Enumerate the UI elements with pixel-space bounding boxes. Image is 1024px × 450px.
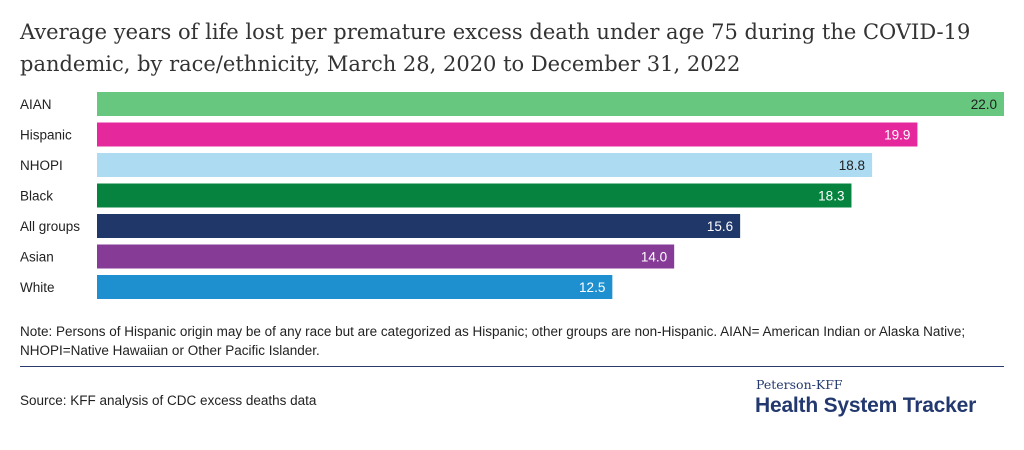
bar [97,275,613,299]
data-label: 18.8 [839,158,865,173]
data-label: 12.5 [579,280,605,295]
data-label: 15.6 [707,219,733,234]
category-label: AIAN [20,97,52,112]
data-label: 18.3 [818,189,844,204]
bar [97,92,1004,116]
category-label: NHOPI [20,158,63,173]
category-label: Asian [20,250,54,265]
chart-source: Source: KFF analysis of CDC excess death… [20,393,317,408]
bar [97,244,675,269]
chart-note: Note: Persons of Hispanic origin may be … [20,324,966,358]
category-label: White [20,280,55,295]
bar [97,214,741,238]
bar-chart: AIAN 22.0 Hispanic 19.9 NHOPI 18.8 Black 18.3 Al… [20,92,1004,299]
brand-logo-text: Health System Tracker [755,394,977,417]
bar [97,153,873,177]
data-label: 19.9 [884,128,910,143]
category-label: Hispanic [20,128,72,143]
chart-title: Average years of life lost per premature… [20,20,971,76]
category-label: Black [20,189,53,204]
divider [20,366,1004,367]
category-label: All groups [20,219,80,234]
data-label: 14.0 [641,250,667,265]
data-label: 22.0 [971,97,997,112]
brand-subtitle: Peterson-KFF [756,377,843,392]
bar [97,183,852,208]
bar [97,122,918,147]
